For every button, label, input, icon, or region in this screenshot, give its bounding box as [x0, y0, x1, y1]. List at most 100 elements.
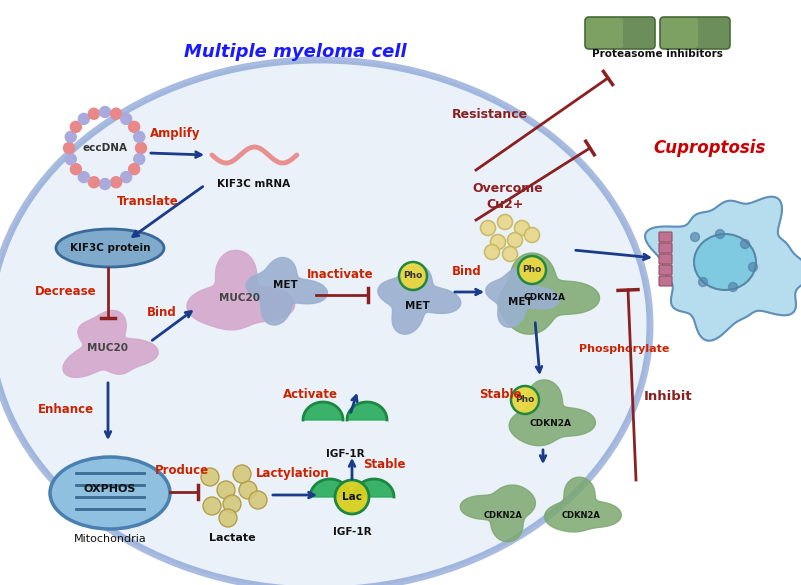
Text: Mitochondria: Mitochondria: [74, 534, 147, 544]
Circle shape: [217, 481, 235, 499]
FancyBboxPatch shape: [659, 276, 672, 286]
Circle shape: [70, 121, 82, 132]
FancyBboxPatch shape: [661, 18, 698, 48]
Circle shape: [88, 108, 99, 119]
Text: CDKN2A: CDKN2A: [530, 419, 572, 428]
Circle shape: [65, 132, 76, 142]
Circle shape: [88, 177, 99, 188]
Polygon shape: [347, 402, 387, 420]
Circle shape: [239, 481, 257, 499]
Circle shape: [740, 239, 750, 249]
Circle shape: [399, 262, 427, 290]
Circle shape: [249, 491, 267, 509]
Circle shape: [502, 246, 517, 261]
Text: Pho: Pho: [515, 395, 534, 404]
Text: Resistance: Resistance: [452, 108, 528, 121]
Circle shape: [134, 154, 145, 164]
Text: IGF-1R: IGF-1R: [332, 527, 372, 537]
Circle shape: [335, 480, 369, 514]
Text: Translate: Translate: [117, 195, 179, 208]
Polygon shape: [509, 380, 595, 446]
Circle shape: [748, 263, 758, 271]
Text: Lactate: Lactate: [209, 533, 256, 543]
Circle shape: [78, 113, 90, 125]
Circle shape: [65, 154, 76, 164]
Circle shape: [121, 113, 131, 125]
Polygon shape: [187, 250, 295, 330]
Text: Inhibit: Inhibit: [644, 390, 692, 403]
FancyBboxPatch shape: [659, 254, 672, 264]
Text: Cuproptosis: Cuproptosis: [654, 139, 767, 157]
Circle shape: [481, 221, 496, 236]
Text: MET: MET: [405, 301, 429, 311]
Ellipse shape: [56, 229, 164, 267]
Polygon shape: [485, 268, 559, 327]
FancyBboxPatch shape: [659, 232, 672, 242]
Text: Overcome: Overcome: [473, 182, 543, 195]
Circle shape: [111, 108, 122, 119]
Text: Pho: Pho: [522, 266, 541, 274]
Circle shape: [223, 495, 241, 513]
Ellipse shape: [694, 234, 756, 290]
Text: CDKN2A: CDKN2A: [484, 511, 522, 519]
Text: Bind: Bind: [452, 265, 482, 278]
Polygon shape: [498, 253, 600, 334]
Circle shape: [511, 386, 539, 414]
Ellipse shape: [0, 60, 650, 585]
Circle shape: [63, 143, 74, 153]
Text: Bind: Bind: [147, 306, 177, 319]
Polygon shape: [310, 479, 350, 497]
Circle shape: [99, 106, 111, 118]
FancyBboxPatch shape: [585, 17, 655, 49]
Text: Decrease: Decrease: [35, 285, 97, 298]
Text: OXPHOS: OXPHOS: [84, 484, 136, 494]
Polygon shape: [645, 197, 801, 340]
Circle shape: [525, 228, 540, 243]
Text: KIF3C mRNA: KIF3C mRNA: [217, 179, 291, 189]
Text: Activate: Activate: [283, 388, 337, 401]
Text: Stable: Stable: [479, 388, 521, 401]
Polygon shape: [461, 485, 535, 542]
Circle shape: [514, 221, 529, 236]
Circle shape: [698, 277, 707, 287]
Text: Proteasome inhibitors: Proteasome inhibitors: [592, 49, 723, 59]
FancyBboxPatch shape: [660, 17, 730, 49]
Text: Inactivate: Inactivate: [307, 268, 373, 281]
Text: Stable: Stable: [363, 458, 405, 471]
Circle shape: [490, 235, 505, 249]
Text: KIF3C protein: KIF3C protein: [70, 243, 151, 253]
FancyBboxPatch shape: [586, 18, 623, 48]
Circle shape: [203, 497, 221, 515]
FancyBboxPatch shape: [659, 265, 672, 275]
Circle shape: [508, 232, 522, 247]
Circle shape: [201, 468, 219, 486]
Text: CDKN2A: CDKN2A: [523, 294, 565, 302]
Circle shape: [135, 143, 147, 153]
Text: Lac: Lac: [342, 492, 362, 502]
Text: MET: MET: [508, 297, 533, 307]
Circle shape: [134, 132, 145, 142]
Text: Cu2+: Cu2+: [486, 198, 524, 211]
Polygon shape: [378, 266, 461, 334]
Text: MUC20: MUC20: [219, 293, 260, 303]
Text: CDKN2A: CDKN2A: [562, 511, 601, 519]
Circle shape: [518, 256, 546, 284]
Polygon shape: [545, 477, 622, 532]
Text: Phosphorylate: Phosphorylate: [579, 344, 670, 354]
Circle shape: [111, 177, 122, 188]
Circle shape: [715, 229, 724, 239]
Text: MUC20: MUC20: [87, 343, 128, 353]
Polygon shape: [354, 479, 394, 497]
Polygon shape: [63, 311, 158, 377]
FancyBboxPatch shape: [659, 243, 672, 253]
Text: IGF-1R: IGF-1R: [326, 449, 364, 459]
Circle shape: [497, 215, 513, 229]
Text: Pho: Pho: [404, 271, 423, 280]
Circle shape: [485, 245, 500, 260]
Text: Lactylation: Lactylation: [256, 467, 330, 480]
Polygon shape: [303, 402, 343, 420]
Text: Multiple myeloma cell: Multiple myeloma cell: [183, 43, 406, 61]
Text: Produce: Produce: [155, 464, 209, 477]
Ellipse shape: [50, 457, 170, 529]
Text: Amplify: Amplify: [150, 127, 200, 140]
